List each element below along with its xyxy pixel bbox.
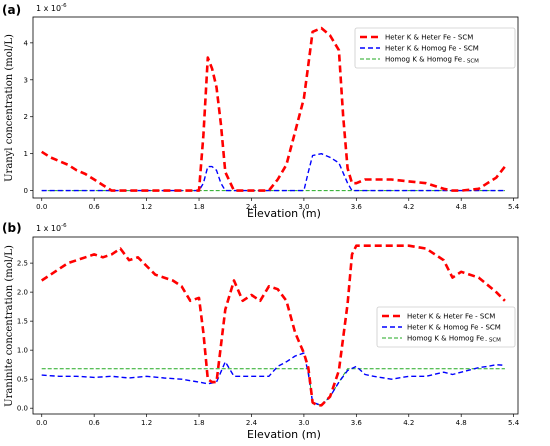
x-tick-label: 1.2: [141, 419, 152, 427]
series-line-1: [40, 244, 506, 407]
panel-label: (b): [2, 221, 22, 235]
y-scale-label: 1 x 10-6: [36, 3, 67, 13]
y-tick-label: 1: [24, 150, 28, 158]
y-axis-label: Uraninite concentration (mol/L): [4, 245, 15, 407]
x-tick-label: 1.2: [141, 203, 152, 211]
plot-frame: [32, 236, 519, 415]
x-tick-label: 5.4: [508, 419, 520, 427]
legend: Heter K & Heter Fe - SCM Heter K & Homog …: [354, 27, 516, 69]
y-axis-label: Uranyl concentration (mol/L): [4, 34, 15, 182]
series-line-2: [41, 352, 505, 406]
y-scale-exponent: -6: [61, 3, 67, 9]
y-scale-label: 1 x 10-6: [36, 223, 67, 233]
legend-label-3: Homog K & Homog Fe- SCM: [385, 56, 479, 65]
y-tick-label: 0.0: [17, 405, 28, 413]
x-tick-label: 0.0: [36, 203, 47, 211]
legend-box: [354, 27, 516, 69]
x-tick-label: 0.0: [36, 419, 47, 427]
x-tick-label: 3.0: [298, 203, 309, 211]
x-tick-label: 3.6: [351, 419, 363, 427]
x-axis-label: Elevation (m): [247, 428, 321, 441]
legend-label-2: Heter K & Homog Fe - SCM: [385, 45, 479, 53]
x-tick-label: 4.2: [403, 203, 414, 211]
x-axis-label: Elevation (m): [247, 207, 321, 220]
x-tick-label: 5.4: [508, 203, 520, 211]
x-tick-label: 2.4: [246, 419, 258, 427]
x-tick-label: 2.4: [246, 203, 258, 211]
legend-label-3: Homog K & Homog Fe- SCM: [407, 335, 501, 344]
x-tick-label: 4.8: [456, 419, 467, 427]
y-tick-label: 4: [24, 39, 29, 47]
y-tick-label: 1.5: [17, 318, 28, 326]
y-tick-label: 0: [24, 187, 28, 195]
legend-label-suffix: - SCM: [485, 338, 501, 344]
y-tick-label: 2.0: [17, 289, 28, 297]
x-tick-label: 1.8: [193, 419, 204, 427]
chart-panel-b: (b) 1 x 10-6 0.0 0.6 1.2 1.8 2.4 3.0 3.6 4.2 4.8 5.…: [2, 221, 520, 441]
legend: Heter K & Heter Fe - SCM Heter K & Homog …: [376, 306, 516, 348]
x-tick-label: 3.0: [298, 419, 309, 427]
y-tick-label: 1.0: [17, 347, 28, 355]
y-scale-exponent: -6: [61, 223, 67, 229]
legend-label-1: Heter K & Heter Fe - SCM: [385, 34, 473, 42]
x-tick-label: 1.8: [193, 203, 204, 211]
series-line-1: [41, 26, 506, 192]
x-tick-label: 4.2: [403, 419, 414, 427]
x-tick-label: 0.6: [89, 419, 101, 427]
chart-panel-a: (a) 1 x 10-6 0.0 0.6 1.2 1.8 2.4 3.0 3.6 4.2 4.8 5.…: [2, 3, 520, 220]
y-tick-label: 2.5: [17, 260, 28, 268]
x-tick-label: 0.6: [89, 203, 101, 211]
plot-frame: [32, 16, 519, 199]
x-tick-label: 4.8: [456, 203, 467, 211]
legend-label-1: Heter K & Heter Fe - SCM: [407, 313, 495, 321]
y-tick-label: 2: [24, 113, 28, 121]
legend-label-2: Heter K & Homog Fe - SCM: [407, 324, 501, 332]
y-tick-label: 0.5: [17, 376, 28, 384]
legend-box: [376, 306, 516, 348]
y-tick-label: 3: [24, 76, 28, 84]
panel-label: (a): [2, 3, 21, 17]
series-line-3: [41, 368, 505, 406]
x-tick-label: 3.6: [351, 203, 363, 211]
legend-label-suffix: - SCM: [463, 59, 479, 65]
